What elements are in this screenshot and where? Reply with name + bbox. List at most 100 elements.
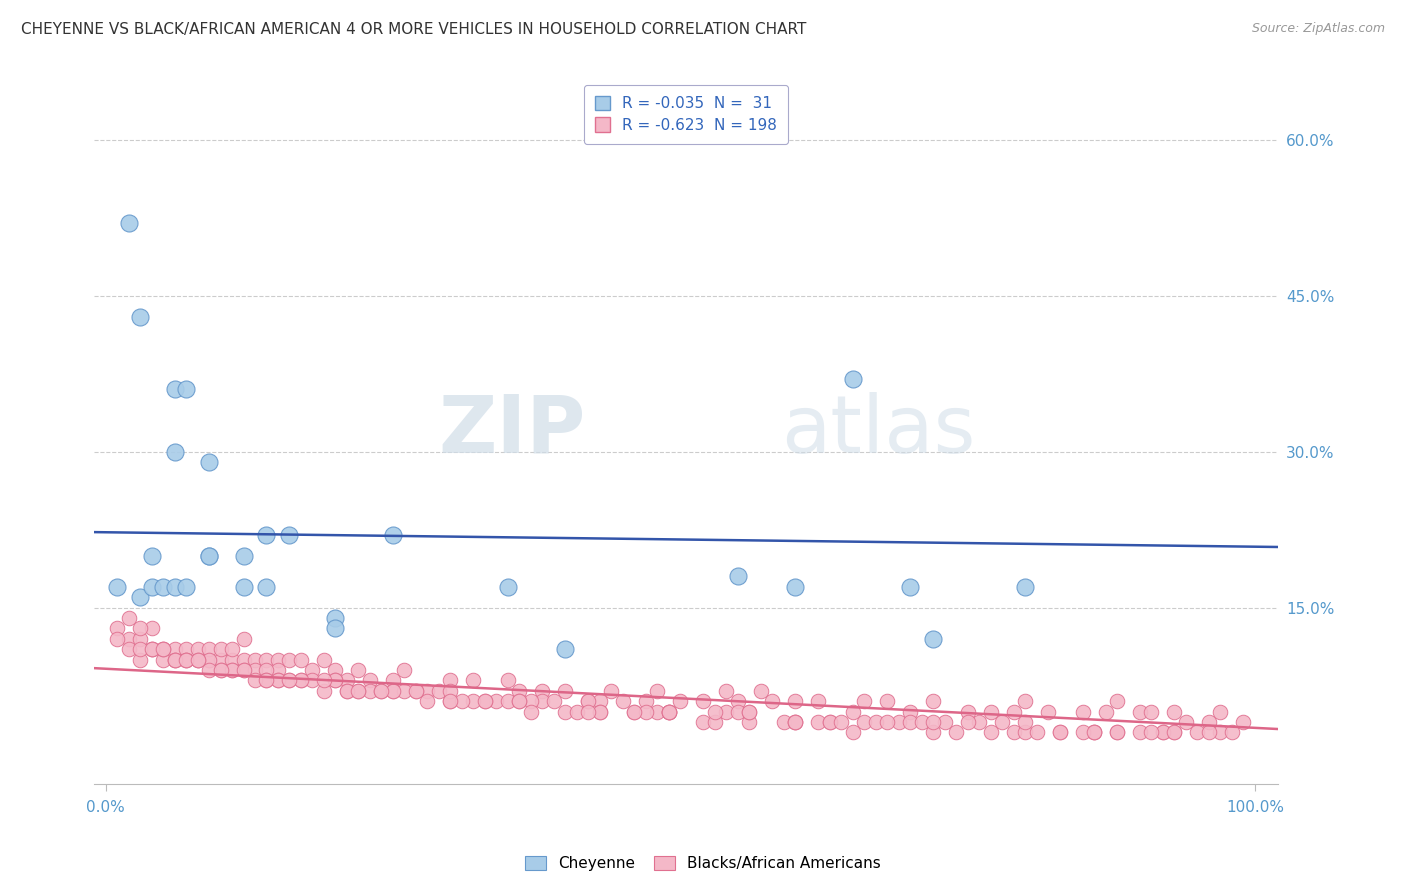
- Point: [267, 663, 290, 677]
- Point: [1105, 725, 1128, 739]
- Point: [152, 642, 174, 657]
- Point: [543, 694, 565, 708]
- Point: [980, 725, 1002, 739]
- Point: [1140, 725, 1163, 739]
- Point: [256, 673, 278, 688]
- Point: [818, 714, 841, 729]
- Point: [1094, 705, 1116, 719]
- Point: [278, 673, 301, 688]
- Point: [576, 694, 599, 708]
- Point: [394, 683, 416, 698]
- Point: [1014, 580, 1036, 594]
- Point: [243, 673, 266, 688]
- Point: [198, 663, 221, 677]
- Text: ZIP: ZIP: [439, 392, 585, 470]
- Text: atlas: atlas: [780, 392, 976, 470]
- Point: [267, 652, 290, 666]
- Point: [117, 642, 139, 657]
- Point: [898, 580, 921, 594]
- Point: [1071, 705, 1094, 719]
- Point: [129, 642, 152, 657]
- Point: [463, 694, 485, 708]
- Point: [232, 580, 254, 594]
- Point: [141, 642, 163, 657]
- Point: [232, 652, 254, 666]
- Point: [174, 382, 197, 396]
- Point: [1140, 705, 1163, 719]
- Point: [141, 549, 163, 563]
- Point: [1220, 725, 1243, 739]
- Point: [703, 705, 725, 719]
- Point: [416, 694, 439, 708]
- Point: [1083, 725, 1105, 739]
- Point: [278, 652, 301, 666]
- Point: [853, 714, 876, 729]
- Point: [405, 683, 427, 698]
- Point: [256, 652, 278, 666]
- Point: [105, 632, 128, 646]
- Point: [198, 652, 221, 666]
- Point: [198, 549, 221, 563]
- Point: [256, 580, 278, 594]
- Point: [405, 683, 427, 698]
- Point: [554, 705, 576, 719]
- Point: [508, 683, 530, 698]
- Point: [381, 528, 404, 542]
- Point: [451, 694, 474, 708]
- Point: [325, 673, 347, 688]
- Point: [785, 714, 807, 729]
- Point: [508, 694, 530, 708]
- Point: [1129, 725, 1152, 739]
- Point: [1163, 705, 1185, 719]
- Point: [1014, 725, 1036, 739]
- Point: [922, 714, 945, 729]
- Point: [129, 621, 152, 635]
- Point: [1175, 714, 1198, 729]
- Point: [554, 642, 576, 657]
- Point: [956, 705, 979, 719]
- Point: [198, 455, 221, 469]
- Point: [772, 714, 794, 729]
- Point: [1198, 714, 1220, 729]
- Point: [370, 683, 392, 698]
- Point: [163, 580, 186, 594]
- Point: [163, 642, 186, 657]
- Point: [198, 652, 221, 666]
- Point: [174, 642, 197, 657]
- Point: [256, 673, 278, 688]
- Point: [186, 642, 208, 657]
- Point: [991, 714, 1014, 729]
- Point: [876, 714, 898, 729]
- Point: [634, 705, 657, 719]
- Point: [520, 705, 543, 719]
- Point: [198, 642, 221, 657]
- Point: [267, 673, 290, 688]
- Point: [174, 652, 197, 666]
- Point: [129, 632, 152, 646]
- Legend: R = -0.035  N =  31, R = -0.623  N = 198: R = -0.035 N = 31, R = -0.623 N = 198: [583, 85, 787, 144]
- Point: [716, 705, 738, 719]
- Point: [1129, 705, 1152, 719]
- Point: [312, 652, 335, 666]
- Point: [1198, 725, 1220, 739]
- Point: [623, 705, 645, 719]
- Point: [463, 673, 485, 688]
- Point: [243, 663, 266, 677]
- Point: [692, 694, 714, 708]
- Point: [290, 673, 312, 688]
- Point: [312, 673, 335, 688]
- Point: [221, 663, 243, 677]
- Point: [967, 714, 990, 729]
- Point: [634, 694, 657, 708]
- Point: [934, 714, 956, 729]
- Point: [922, 694, 945, 708]
- Point: [1071, 725, 1094, 739]
- Point: [565, 705, 588, 719]
- Point: [645, 683, 668, 698]
- Point: [290, 673, 312, 688]
- Point: [301, 663, 323, 677]
- Point: [163, 652, 186, 666]
- Point: [347, 663, 370, 677]
- Point: [232, 663, 254, 677]
- Point: [658, 705, 681, 719]
